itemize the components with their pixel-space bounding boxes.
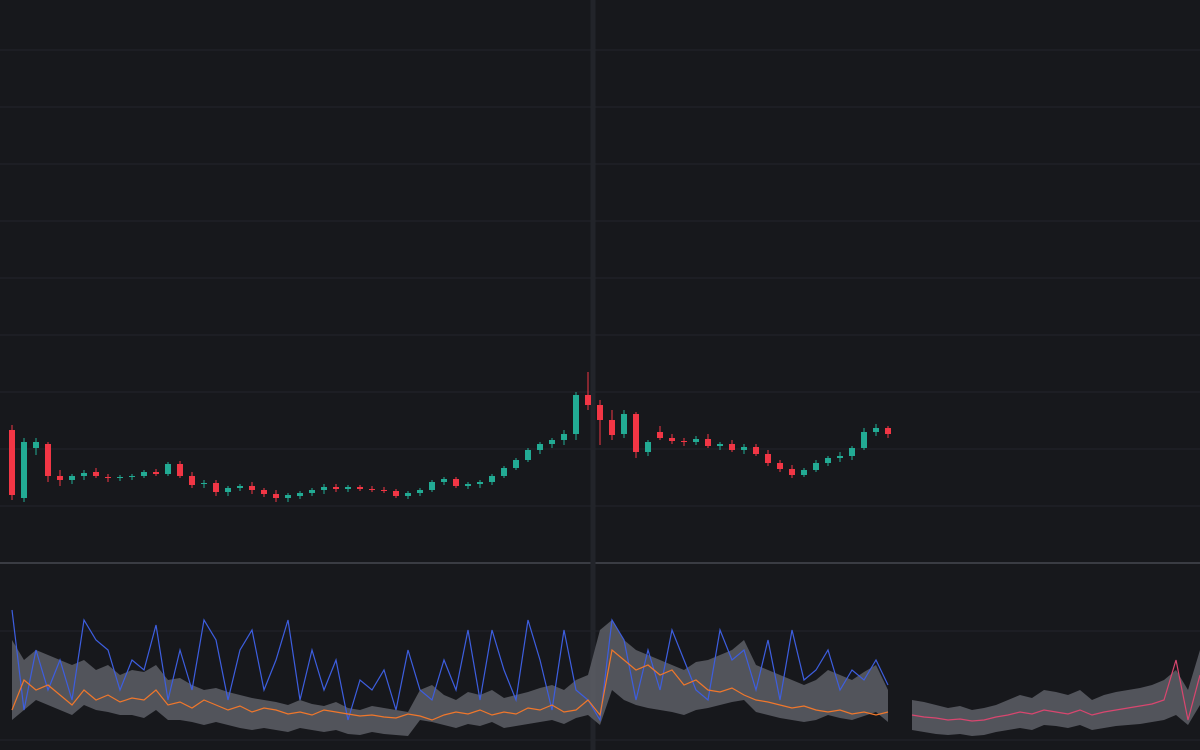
candle-body bbox=[405, 493, 411, 496]
candle-body bbox=[69, 476, 75, 480]
candle-body bbox=[33, 442, 39, 448]
candle-body bbox=[717, 444, 723, 446]
candle-body bbox=[57, 476, 63, 480]
candle-body bbox=[837, 456, 843, 458]
candle-body bbox=[561, 434, 567, 440]
candle-body bbox=[321, 487, 327, 490]
candle-body bbox=[141, 472, 147, 476]
candle-body bbox=[453, 479, 459, 486]
candle-body bbox=[861, 432, 867, 448]
candle-body bbox=[681, 441, 687, 442]
candle-body bbox=[357, 487, 363, 489]
candle-body bbox=[117, 477, 123, 478]
candle-body bbox=[609, 420, 615, 435]
candle-body bbox=[729, 444, 735, 450]
candle-body bbox=[501, 468, 507, 476]
candle-body bbox=[741, 447, 747, 450]
indicator-line bbox=[911, 659, 1200, 722]
candle-body bbox=[129, 476, 135, 477]
candle-body bbox=[417, 490, 423, 493]
candle-body bbox=[633, 414, 639, 452]
candle-body bbox=[513, 460, 519, 468]
candle-body bbox=[489, 476, 495, 482]
candle-body bbox=[153, 472, 159, 474]
indicator-line bbox=[11, 609, 889, 722]
candle-body bbox=[237, 486, 243, 488]
candle-body bbox=[537, 444, 543, 450]
candle-body bbox=[45, 444, 51, 476]
candle-body bbox=[621, 414, 627, 434]
candle-body bbox=[789, 469, 795, 475]
candle-body bbox=[21, 442, 27, 498]
candle-body bbox=[753, 447, 759, 454]
candle-body bbox=[393, 491, 399, 496]
candle-body bbox=[801, 470, 807, 475]
candle-body bbox=[429, 482, 435, 490]
candle-body bbox=[93, 472, 99, 476]
candle-body bbox=[585, 395, 591, 405]
candle-body bbox=[525, 450, 531, 460]
candle-body bbox=[189, 476, 195, 485]
candle-body bbox=[441, 479, 447, 482]
candle-body bbox=[669, 438, 675, 441]
candle-body bbox=[225, 488, 231, 492]
candle-body bbox=[693, 439, 699, 442]
indicator-line bbox=[11, 648, 889, 721]
candle-body bbox=[477, 482, 483, 484]
candle-body bbox=[333, 487, 339, 489]
candle-body bbox=[9, 430, 15, 495]
candle-body bbox=[273, 494, 279, 498]
candle-body bbox=[549, 440, 555, 444]
candle-body bbox=[885, 428, 891, 434]
candle-body bbox=[249, 486, 255, 490]
candle-body bbox=[849, 448, 855, 456]
candle-body bbox=[177, 464, 183, 476]
candle-body bbox=[369, 489, 375, 490]
candle-body bbox=[81, 473, 87, 476]
candle-body bbox=[261, 490, 267, 494]
candle-body bbox=[345, 487, 351, 489]
candle-body bbox=[297, 493, 303, 496]
candle-body bbox=[105, 477, 111, 478]
candle-body bbox=[201, 483, 207, 484]
candle-body bbox=[825, 458, 831, 463]
candle-body bbox=[309, 490, 315, 493]
candle-body bbox=[573, 395, 579, 434]
indicator-band bbox=[12, 620, 888, 736]
candle-body bbox=[597, 405, 603, 420]
candle-body bbox=[165, 464, 171, 474]
candle-body bbox=[285, 495, 291, 498]
candle-body bbox=[873, 428, 879, 432]
candle-body bbox=[645, 442, 651, 452]
candle-body bbox=[705, 439, 711, 446]
indicator-band bbox=[912, 650, 1200, 736]
candle-body bbox=[657, 432, 663, 438]
candle-body bbox=[465, 484, 471, 486]
candle-body bbox=[213, 483, 219, 492]
candle-body bbox=[381, 490, 387, 491]
candle-body bbox=[777, 463, 783, 469]
candle-body bbox=[765, 454, 771, 463]
candle-body bbox=[813, 463, 819, 470]
